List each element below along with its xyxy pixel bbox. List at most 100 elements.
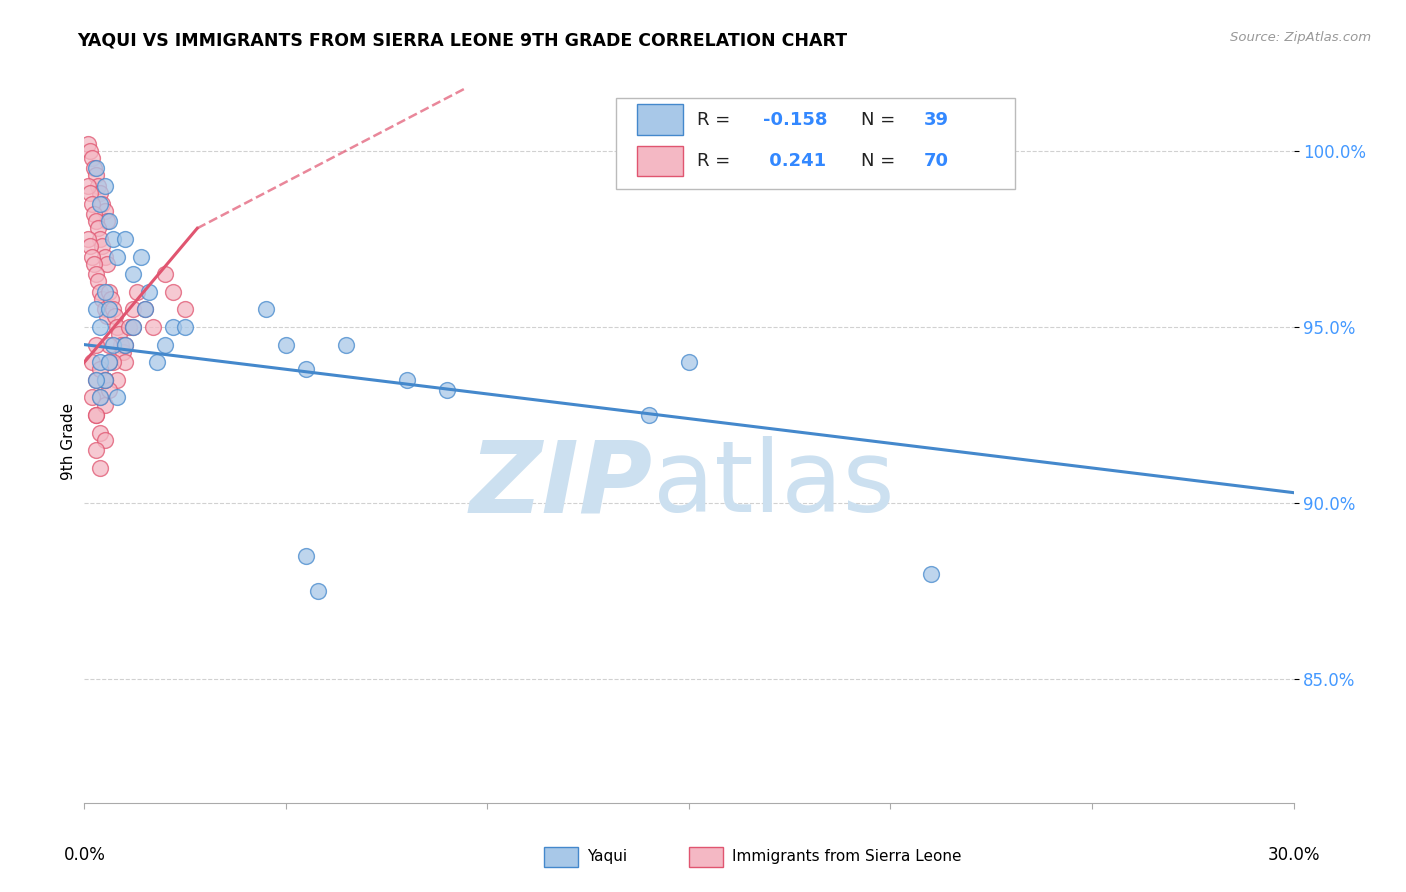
Point [89,320,111,334]
Text: ZIP: ZIP [470,436,652,533]
Point [86,337,108,351]
Point [93,250,115,264]
Point [89,425,111,440]
Point [86,443,108,458]
Point [83,207,105,221]
Point [87,274,110,288]
Point [83,161,105,176]
Point [121,302,143,317]
Point [101,302,124,317]
Point [121,320,143,334]
Point [134,302,156,317]
Point [111,344,134,359]
Point [89,196,111,211]
Point [77,232,100,246]
Point [89,285,111,299]
Point [114,337,136,351]
Point [114,355,136,369]
Point [134,302,156,317]
Point [89,391,111,405]
Point [105,373,128,387]
Point [82,355,104,369]
Point [110,337,132,351]
Point [89,362,111,376]
Point [97,285,120,299]
Point [920,566,942,581]
Point [118,320,141,334]
Text: 39: 39 [924,111,949,128]
Text: atlas: atlas [652,436,894,533]
Point [105,320,128,334]
Point [97,355,120,369]
Point [104,310,127,324]
Text: -0.158: -0.158 [762,111,827,128]
Point [142,320,165,334]
Point [89,186,111,200]
Point [96,310,118,324]
Point [87,221,110,235]
Point [93,285,115,299]
Point [274,337,297,351]
Point [82,391,104,405]
Point [89,391,111,405]
Point [89,355,111,369]
Point [93,302,115,317]
Point [637,408,659,422]
Point [97,355,120,369]
Point [79,144,101,158]
Point [162,285,184,299]
Point [138,285,160,299]
Y-axis label: 9th Grade: 9th Grade [60,403,76,480]
Point [153,267,176,281]
Point [86,267,108,281]
Point [93,433,115,447]
Point [82,151,104,165]
Text: 0.0%: 0.0% [63,847,105,864]
Point [97,214,120,228]
Point [254,302,277,317]
Point [83,256,105,270]
FancyBboxPatch shape [637,146,683,177]
Point [295,362,318,376]
Point [86,169,108,183]
Text: N =: N = [860,153,901,170]
Point [93,398,115,412]
Point [125,285,148,299]
Point [89,461,111,475]
Point [100,292,122,306]
Text: Source: ZipAtlas.com: Source: ZipAtlas.com [1230,31,1371,45]
Point [162,320,184,334]
Point [395,373,418,387]
Point [86,373,108,387]
Point [89,391,111,405]
Point [89,232,111,246]
Point [295,549,318,563]
Point [93,373,115,387]
Point [96,256,118,270]
Point [93,203,115,218]
FancyBboxPatch shape [544,847,578,867]
Point [91,292,114,306]
Point [77,179,100,194]
Point [93,373,115,387]
Point [82,196,104,211]
Text: Yaqui: Yaqui [588,849,627,864]
Point [146,355,169,369]
Point [86,214,108,228]
Point [101,355,124,369]
Text: 70: 70 [924,153,949,170]
Point [86,373,108,387]
Point [87,179,110,194]
Text: 30.0%: 30.0% [1267,847,1320,864]
Point [93,179,115,194]
Point [101,232,124,246]
Point [436,384,458,398]
Point [97,384,120,398]
Point [105,391,128,405]
Point [174,302,197,317]
Point [105,250,128,264]
FancyBboxPatch shape [689,847,723,867]
Point [129,250,152,264]
Point [82,250,104,264]
Text: 0.241: 0.241 [762,153,825,170]
